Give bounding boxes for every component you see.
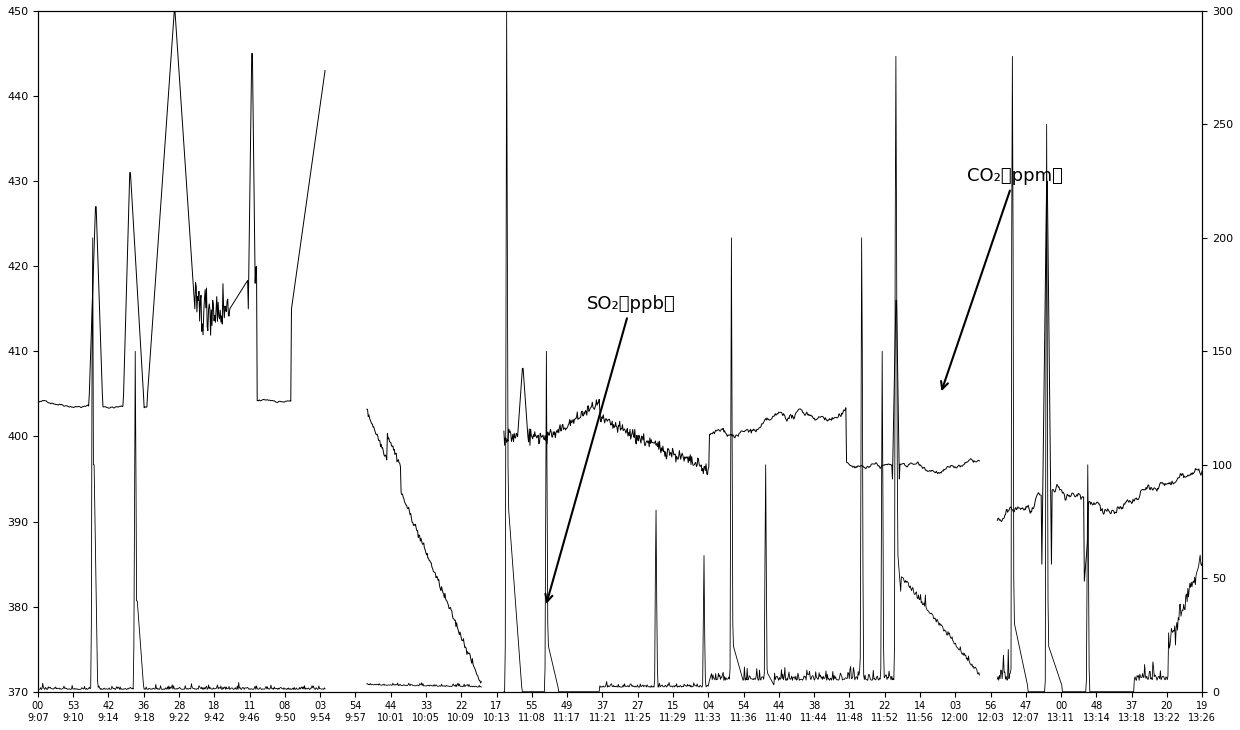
Text: CO₂（ppm）: CO₂（ppm） xyxy=(941,167,1063,389)
Text: SO₂（ppb）: SO₂（ppb） xyxy=(546,295,676,602)
